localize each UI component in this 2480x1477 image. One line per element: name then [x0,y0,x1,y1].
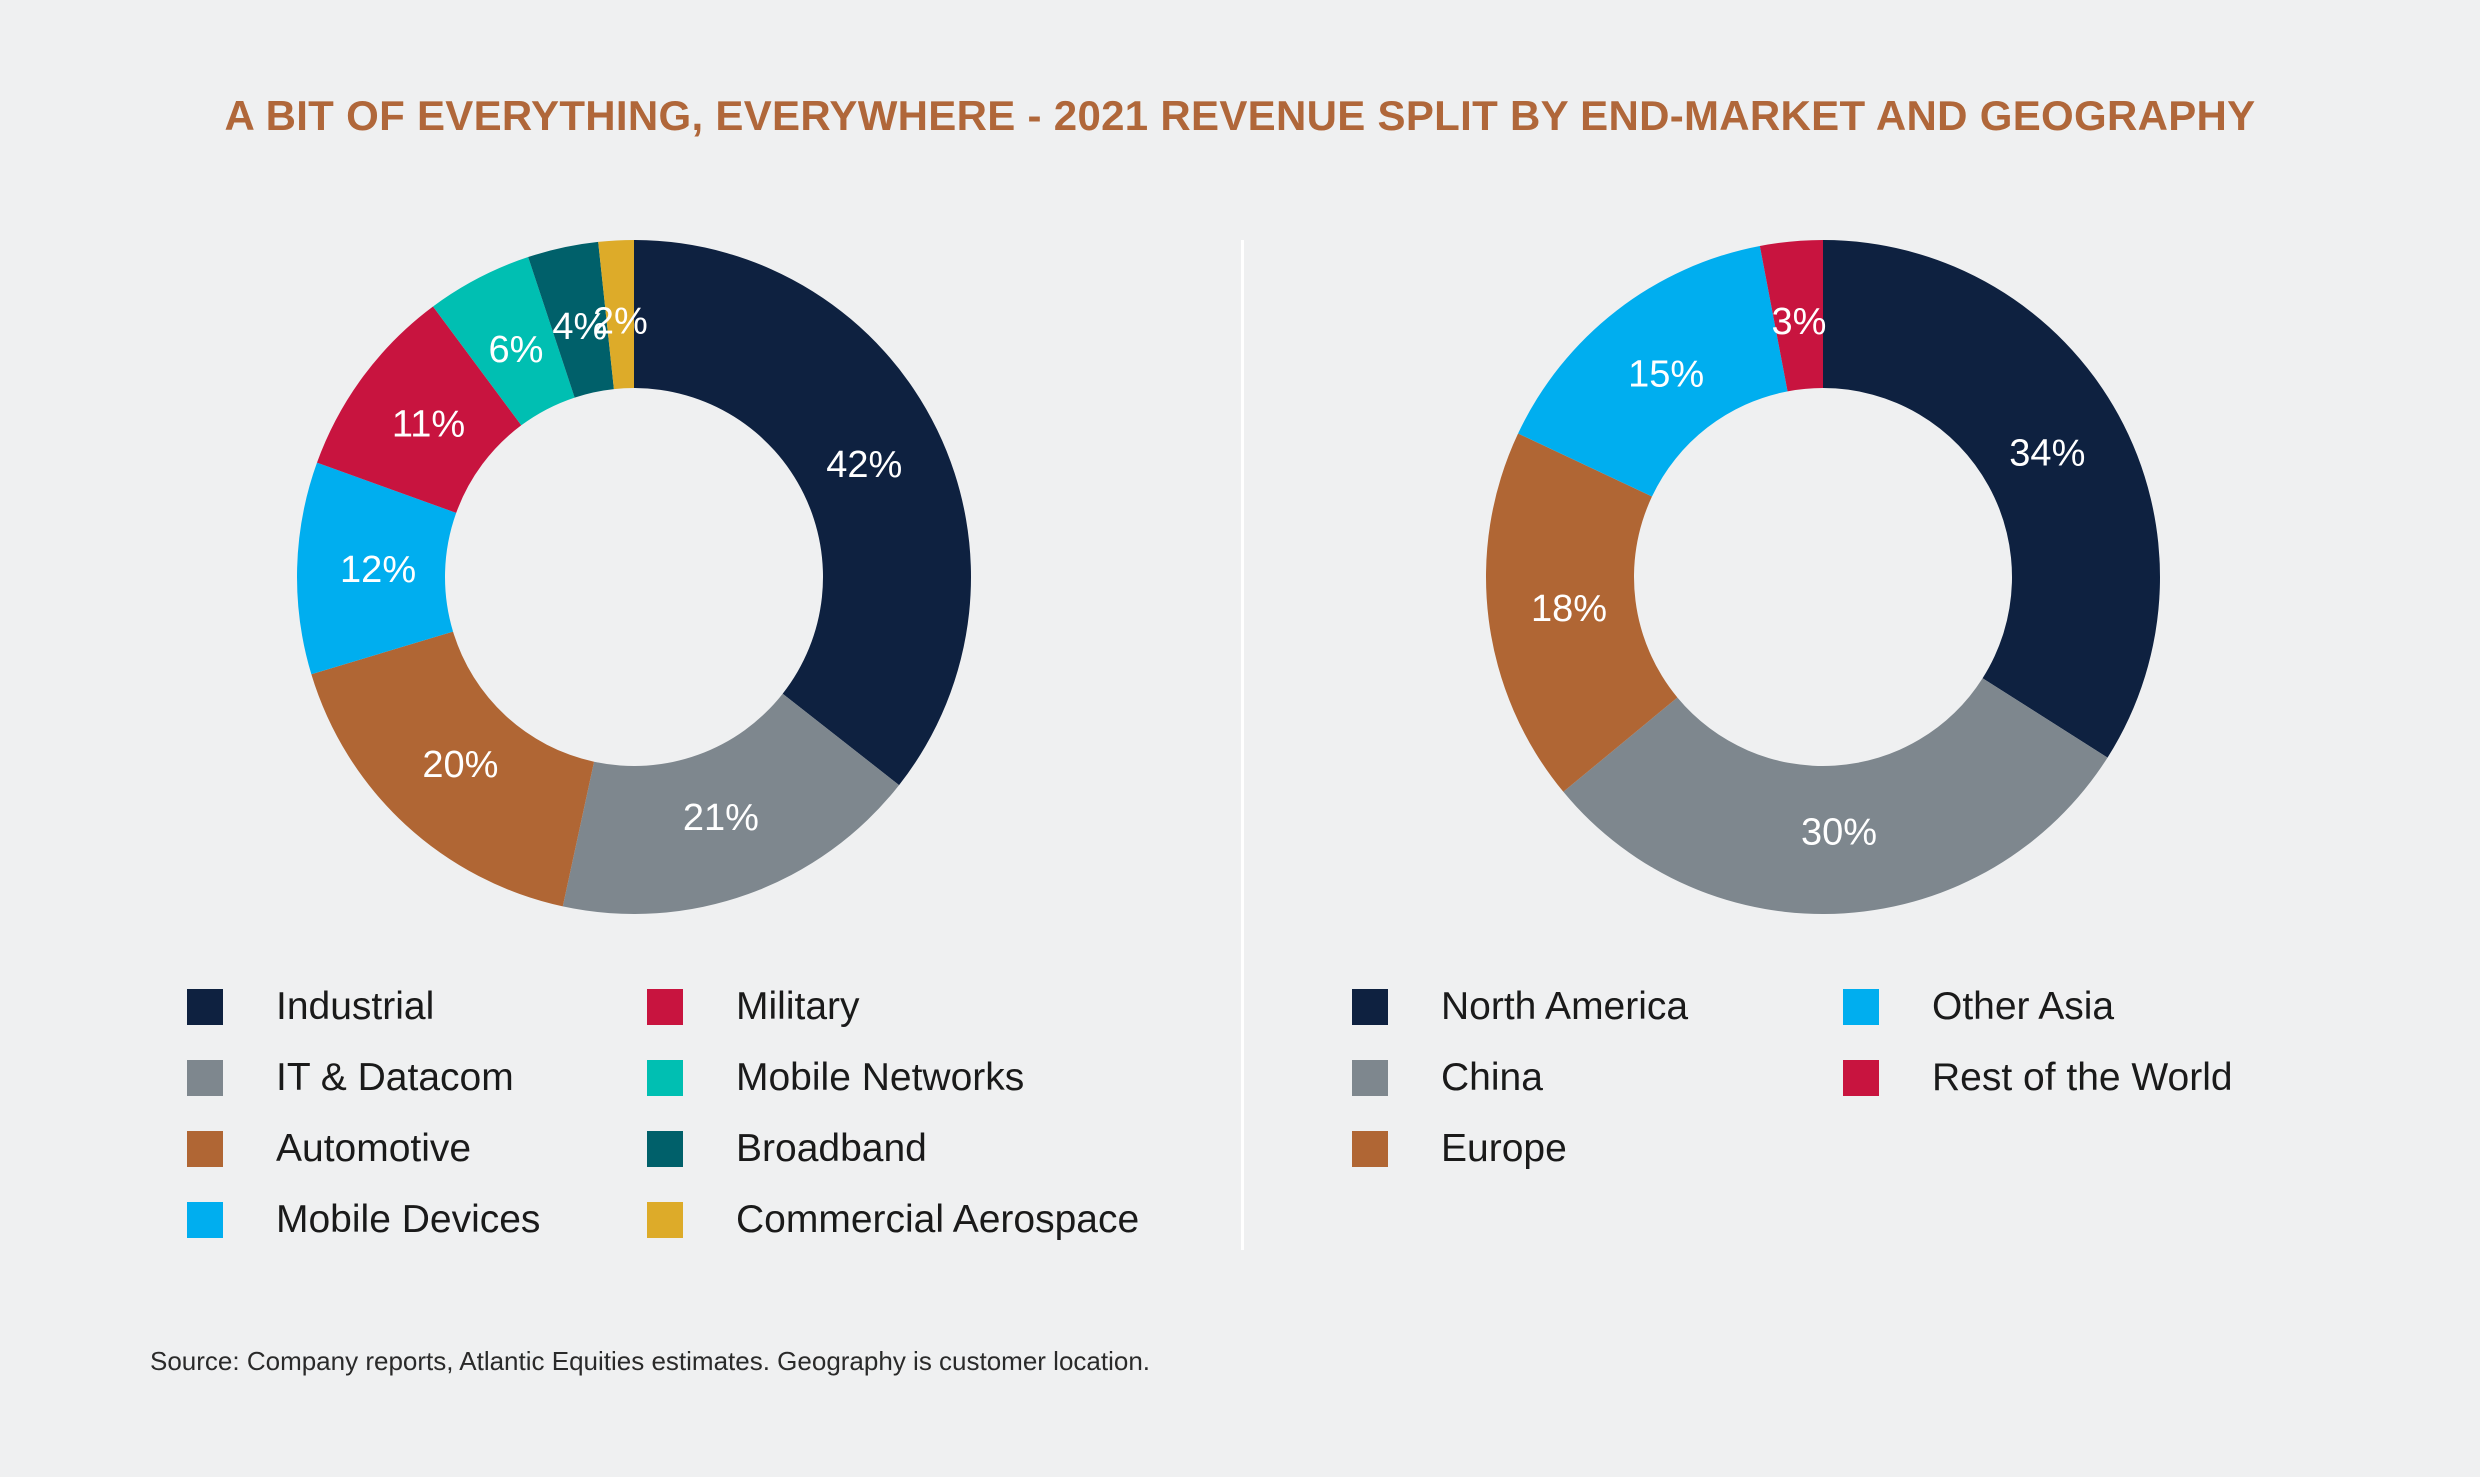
slice-label-commercial-aerospace: 2% [593,300,648,342]
slice-europe [1486,433,1678,792]
legend-label: Military [736,985,860,1028]
slice-label-other-asia: 15% [1628,354,1704,396]
legend-swatch [187,1202,223,1238]
legend-label: Mobile Devices [276,1198,541,1241]
slice-commercial-aerospace [598,240,634,390]
legend-swatch [187,989,223,1025]
legend-item-mobile-networks: Mobile Networks [647,1056,1025,1099]
legend-label: Broadband [736,1127,927,1170]
legend-label: Other Asia [1932,985,2115,1028]
slice-label-rest-of-the-world: 3% [1771,301,1826,343]
legend-item-rest-of-the-world: Rest of the World [1843,1056,2233,1099]
chart-divider [1241,240,1244,1250]
legend-swatch [187,1060,223,1096]
legend-item-automotive: Automotive [187,1127,472,1170]
slice-military [316,306,522,513]
legend-label: Automotive [276,1127,472,1170]
slice-mobile-devices [297,462,457,675]
slice-label-automotive: 20% [422,744,498,786]
legend-item-commercial-aerospace: Commercial Aerospace [647,1198,1140,1241]
slice-label-military: 11% [392,403,465,445]
geography-donut-chart: 34% 30% 18% 15% 3% [1486,240,2160,914]
legend-item-it-and-datacom: IT & Datacom [187,1056,514,1099]
slice-broadband [528,241,614,398]
slice-label-it-and-datacom: 21% [683,797,759,839]
slice-label-mobile-devices: 12% [340,549,416,591]
slice-industrial [634,240,971,786]
slice-mobile-networks [433,257,575,426]
slice-label-north-america: 34% [2009,433,2085,475]
legend-swatch [1843,989,1879,1025]
legend-swatch [647,1202,683,1238]
legend-item-other-asia: Other Asia [1843,985,2115,1028]
legend-swatch [647,1060,683,1096]
slice-label-broadband: 4% [552,306,607,348]
legend-label: IT & Datacom [276,1056,514,1099]
legend-label: Mobile Networks [736,1056,1025,1099]
legend-swatch [1352,989,1388,1025]
slice-label-china: 30% [1801,811,1877,853]
legend-label: Europe [1441,1127,1567,1170]
legend-item-mobile-devices: Mobile Devices [187,1198,541,1241]
slice-label-industrial: 42% [826,444,902,486]
slice-china [1563,678,2108,914]
slice-it-and-datacom [562,693,900,915]
legend-item-broadband: Broadband [647,1127,927,1170]
legend-label: Industrial [276,985,435,1028]
legend-swatch [1352,1131,1388,1167]
source-note: Source: Company reports, Atlantic Equiti… [150,1346,1151,1376]
end-market-donut-chart: 42% 21% 20% 12% 11% 6%4%2% [297,240,971,915]
legend-swatch [647,1131,683,1167]
chart-title: A BIT OF EVERYTHING, EVERYWHERE - 2021 R… [224,92,2256,139]
legend-label: Rest of the World [1932,1056,2233,1099]
slice-other-asia [1518,245,1788,497]
legend-swatch [1843,1060,1879,1096]
legend-swatch [1352,1060,1388,1096]
slice-label-europe: 18% [1531,588,1607,630]
legend-item-china: China [1352,1056,1543,1099]
legend-label: North America [1441,985,1689,1028]
legend-swatch [647,989,683,1025]
legend-item-industrial: Industrial [187,985,435,1028]
legend-item-north-america: North America [1352,985,1689,1028]
legend-label: China [1441,1056,1543,1099]
slice-rest-of-the-world [1759,240,1823,392]
slice-automotive [311,631,595,907]
legend-label: Commercial Aerospace [736,1198,1140,1241]
legend-item-europe: Europe [1352,1127,1567,1170]
slice-label-mobile-networks: 6% [488,329,543,371]
slice-north-america [1823,240,2160,758]
legend-item-military: Military [647,985,860,1028]
legend-swatch [187,1131,223,1167]
